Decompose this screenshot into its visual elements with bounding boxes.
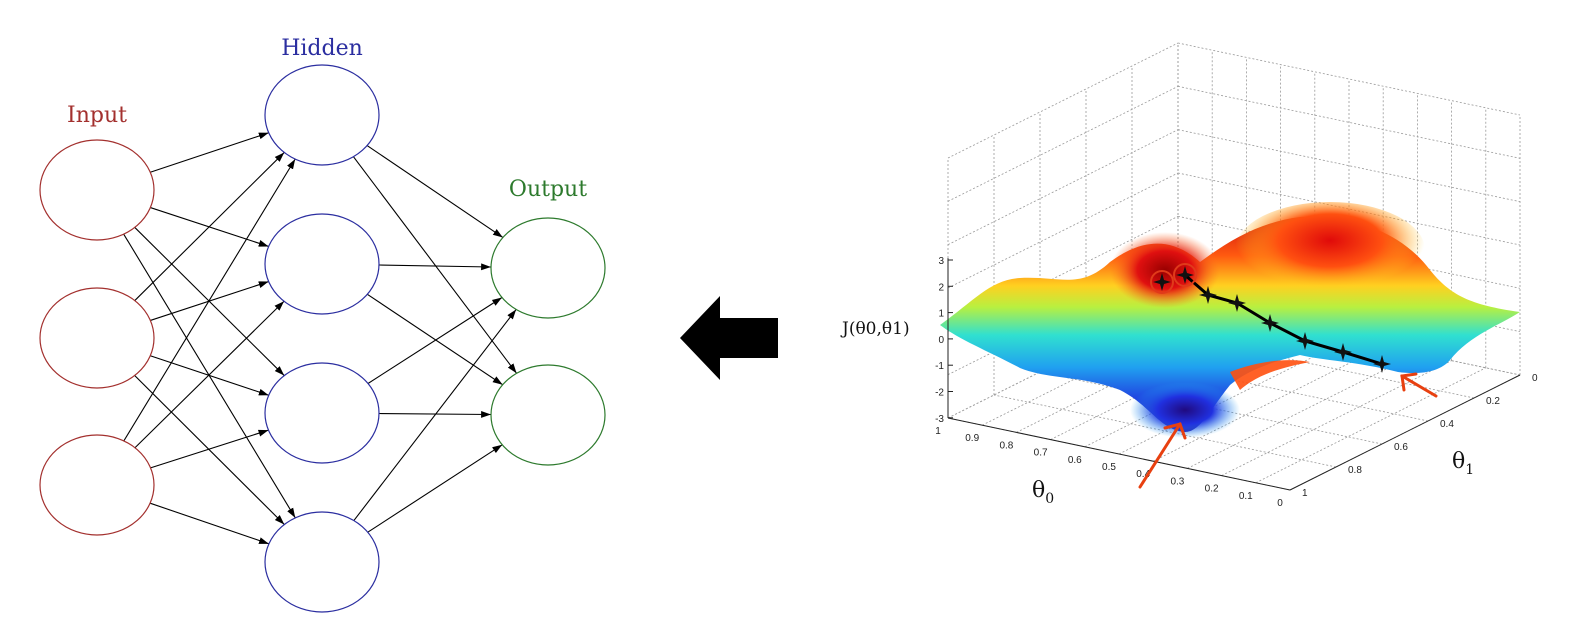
connection-arrow: [134, 375, 285, 525]
neuron-node: [490, 364, 606, 466]
connection-arrow: [150, 429, 269, 469]
step-marker-icon: [1199, 286, 1217, 304]
step-marker-icon: [1153, 273, 1171, 291]
step-marker-icon: [1334, 343, 1352, 361]
x-tick-label: 0.2: [1205, 484, 1219, 495]
layer-label: Input: [67, 103, 127, 128]
neural-network-diagram: Input Hidden Output: [39, 36, 606, 613]
connection-arrow: [134, 300, 285, 449]
connection-arrow: [378, 410, 492, 418]
x-tick-label: 0.4: [1136, 469, 1150, 480]
local-minimum-arrow: [1138, 372, 1438, 489]
step-marker-icon: [1176, 266, 1194, 284]
step-marker-icon: [1228, 294, 1246, 312]
x-tick-label: 1: [935, 426, 941, 437]
connection-arrow: [353, 309, 517, 521]
step-marker-icon: [1261, 314, 1279, 332]
x-tick-label: 0.5: [1102, 462, 1116, 473]
step-marker-icon: [1373, 355, 1391, 373]
neuron-node: [264, 362, 380, 464]
neuron-node: [39, 139, 155, 241]
connection-arrow: [123, 158, 296, 442]
surface-plot: 3210-1-2-310.90.80.70.60.50.40.30.20.100…: [840, 42, 1538, 509]
connection-arrow: [150, 132, 269, 173]
connection-arrow: [367, 297, 503, 384]
z-tick-label: 2: [938, 282, 944, 293]
z-tick-label: -2: [935, 388, 944, 399]
neuron-node: [264, 64, 380, 166]
y-tick-label: 1: [1302, 488, 1308, 499]
layer-label: Output: [509, 177, 587, 202]
x-axis-label: θ0: [1032, 478, 1054, 507]
arrow-left-icon: [680, 296, 778, 380]
highlight-circle: [1150, 270, 1174, 294]
connection-arrow: [367, 444, 503, 533]
x-tick-label: 0.7: [1034, 448, 1048, 459]
x-tick-label: 0.6: [1068, 455, 1082, 466]
neuron-node: [39, 434, 155, 536]
y-axis-label: θ1: [1452, 449, 1474, 478]
connection-arrow: [134, 152, 285, 301]
highlight-circle: [1173, 263, 1197, 287]
neuron-node: [39, 287, 155, 389]
neuron-node: [264, 511, 380, 613]
connection-arrow: [149, 502, 270, 545]
x-tick-label: 0: [1277, 498, 1283, 509]
x-tick-label: 0.1: [1239, 491, 1253, 502]
connection-arrow: [366, 145, 504, 238]
connection-arrow: [150, 355, 269, 396]
z-tick-label: -1: [935, 361, 944, 372]
x-tick-label: 0.3: [1170, 476, 1184, 487]
neuron-node: [490, 217, 606, 319]
connection-arrow: [378, 263, 492, 271]
step-marker-icon: [1296, 332, 1314, 350]
layer-label: Hidden: [281, 36, 363, 61]
connection-arrow: [352, 156, 518, 374]
neuron-node: [264, 213, 380, 315]
z-tick-label: 1: [938, 309, 944, 320]
y-tick-label: 0.2: [1486, 396, 1500, 407]
y-tick-label: 0: [1532, 373, 1538, 384]
z-tick-label: -3: [935, 414, 944, 425]
y-tick-label: 0.8: [1348, 465, 1362, 476]
x-tick-label: 0.9: [965, 433, 979, 444]
y-tick-label: 0.4: [1440, 419, 1454, 430]
z-axis-label: J(θ0,θ1): [840, 319, 910, 339]
connection-arrow: [367, 293, 503, 386]
x-tick-label: 0.8: [999, 440, 1013, 451]
y-tick-label: 0.6: [1394, 442, 1408, 453]
z-tick-label: 0: [938, 335, 944, 346]
z-tick-label: 3: [938, 256, 944, 267]
